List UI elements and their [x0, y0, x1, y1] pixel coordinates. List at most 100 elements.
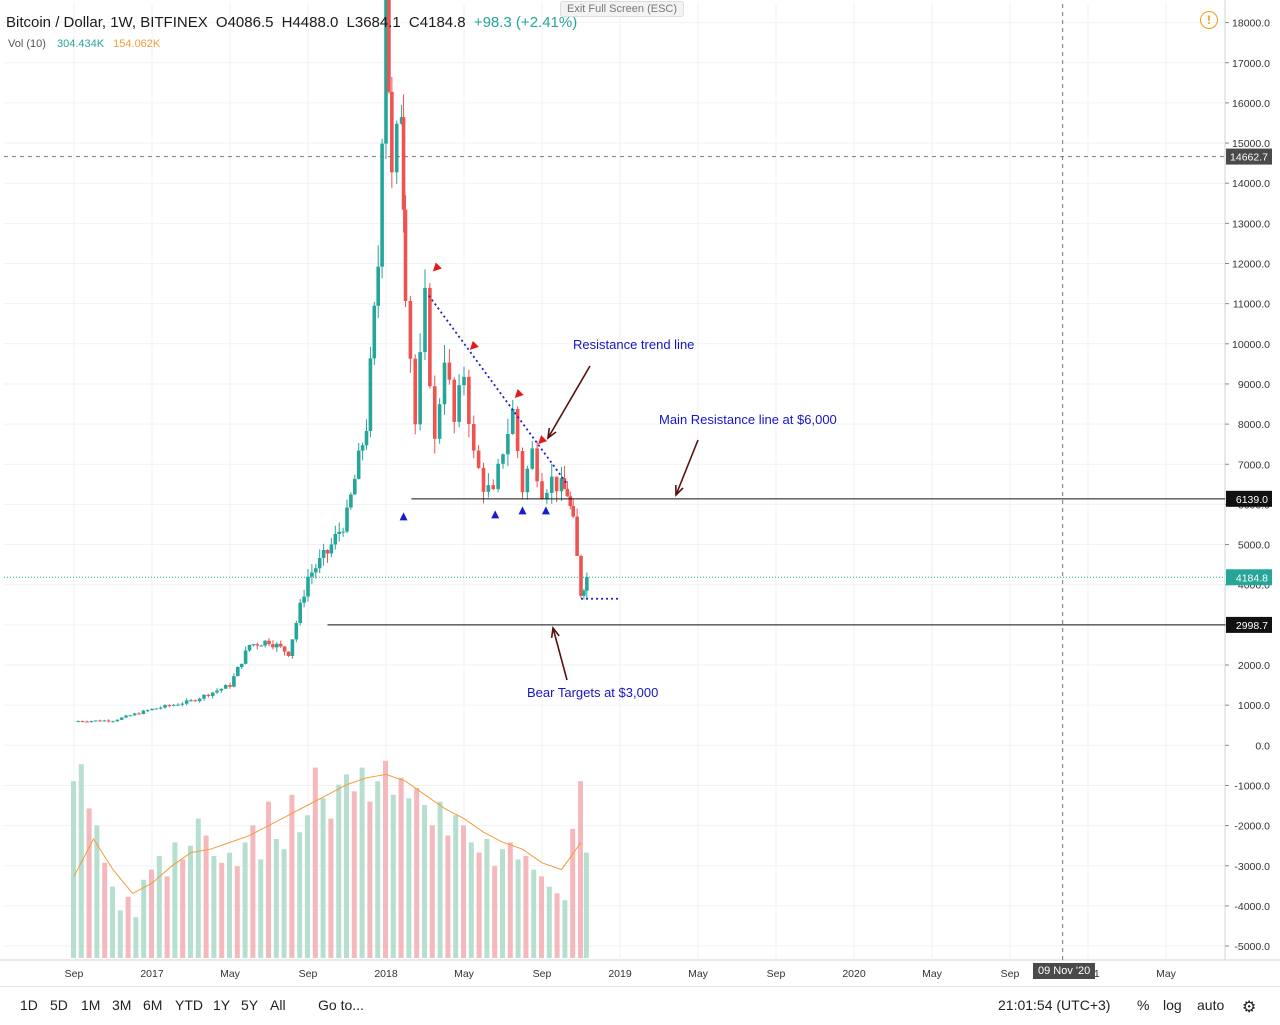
candle-body — [85, 721, 89, 723]
log-toggle[interactable]: log — [1163, 997, 1182, 1013]
volume-bar — [562, 900, 568, 958]
y-tick-label: 0.0 — [1255, 740, 1270, 752]
arrow-main-resistance-head — [675, 484, 684, 497]
candle-body — [364, 430, 369, 446]
timeframe-5y[interactable]: 5Y — [241, 997, 259, 1013]
timeframe-1y[interactable]: 1Y — [213, 997, 231, 1013]
rejection-marker — [432, 262, 442, 272]
candle-body — [267, 640, 271, 645]
warning-icon[interactable]: ! — [1200, 11, 1218, 29]
volume-bar — [539, 876, 544, 958]
timeframe-6m[interactable]: 6M — [143, 997, 163, 1013]
volume-bar — [546, 886, 552, 958]
arrow-bear-targets-head — [550, 626, 560, 639]
x-tick-label: May — [220, 968, 241, 980]
support-marker — [518, 506, 527, 515]
volume-bar — [398, 777, 404, 958]
candle-body — [317, 558, 322, 569]
price-axis[interactable]: -5000.0 -4000.0 -3000.0 -2000.0 -1000.0 0.0 10… — [1225, 18, 1272, 953]
volume-pane — [71, 760, 589, 958]
volume-bar — [94, 825, 100, 958]
volume-bar — [172, 842, 178, 958]
candles — [76, 0, 589, 723]
volume-bar — [289, 794, 295, 958]
exit-fullscreen-button[interactable]: Exit Full Screen (ESC) — [560, 1, 685, 17]
volume-bar — [422, 805, 427, 958]
candle-body — [282, 646, 287, 652]
candle-body — [540, 481, 544, 499]
time-axis[interactable]: Sep 2017 May Sep 2018 May Sep 2019 May Sep 2020 May… — [65, 968, 1177, 980]
last-price-label: 4184.8 — [1236, 572, 1268, 584]
volume-label[interactable]: Vol (10) — [8, 38, 46, 50]
y-tick-label: -1000.0 — [1234, 780, 1270, 792]
timeframe-1m[interactable]: 1M — [81, 997, 101, 1013]
percent-toggle[interactable]: % — [1137, 997, 1150, 1013]
candle-body — [184, 700, 189, 704]
ohlc-open: O4086.5 — [215, 14, 274, 31]
volume-bar — [117, 910, 123, 958]
candle-body — [360, 445, 365, 451]
candle-body — [329, 544, 334, 554]
goto-button[interactable]: Go to... — [318, 997, 364, 1013]
volume-bar — [195, 818, 201, 958]
candle-body — [387, 0, 391, 92]
volume-bar — [164, 876, 170, 958]
volume-bar — [406, 798, 412, 958]
arrow-resistance-trend — [547, 365, 591, 439]
timeframe-all[interactable]: All — [270, 997, 286, 1013]
y-tick-label: 10000.0 — [1232, 339, 1270, 351]
volume-bar — [149, 869, 154, 958]
candle-body — [565, 488, 570, 497]
volume-bar — [305, 815, 310, 958]
volume-bar — [219, 862, 225, 958]
arrow-bear-targets — [552, 627, 568, 681]
timeframe-3m[interactable]: 3M — [112, 997, 132, 1013]
volume-bar — [297, 832, 303, 958]
auto-toggle[interactable]: auto — [1197, 997, 1225, 1013]
x-tick-label: May — [688, 968, 709, 980]
candle-body — [306, 576, 310, 597]
candle-body — [372, 305, 377, 359]
volume-bar — [375, 781, 381, 958]
volume-bar — [336, 784, 342, 958]
timeframe-1d[interactable]: 1D — [20, 997, 38, 1013]
volume-bar — [390, 794, 396, 958]
volume-bar — [484, 839, 490, 958]
ohlc-close: C4184.8 — [408, 14, 466, 31]
candle-body — [337, 531, 341, 534]
candle-body — [236, 666, 240, 677]
candle-body — [481, 467, 486, 492]
candle-body — [119, 717, 124, 720]
grid — [0, 0, 1280, 961]
gear-icon[interactable]: ⚙ — [1242, 999, 1257, 1016]
last-price-label-bg — [1226, 569, 1272, 586]
volume-bar — [468, 842, 474, 958]
candle-body — [180, 703, 185, 705]
symbol-title[interactable]: Bitcoin / Dollar, 1W, BITFINEX — [6, 14, 208, 31]
candle-body — [356, 450, 361, 479]
x-tick-label: May — [454, 968, 475, 980]
candle-body — [302, 596, 306, 603]
candle-body — [585, 576, 589, 591]
candle-body — [215, 690, 219, 693]
candle-body — [506, 433, 510, 455]
timeframe-5d[interactable]: 5D — [50, 997, 68, 1013]
annotation-bear-targets: Bear Targets at $3,000 — [527, 685, 659, 700]
arrow-main-resistance — [675, 439, 699, 496]
volume-bar — [429, 825, 435, 958]
candle-body — [525, 468, 530, 493]
y-tick-label: 13000.0 — [1232, 218, 1270, 230]
candle-body — [167, 705, 172, 707]
volume-bar — [266, 801, 271, 958]
candle-body — [278, 643, 283, 647]
volume-bar — [500, 849, 505, 958]
candle-body — [442, 362, 447, 405]
timeframe-ytd[interactable]: YTD — [175, 997, 203, 1013]
candle-body — [89, 721, 94, 723]
volume-bar — [312, 767, 318, 958]
candle-body — [251, 644, 256, 646]
volume-bar — [234, 866, 240, 958]
volume-bar — [414, 788, 420, 958]
candle-body — [471, 424, 476, 451]
